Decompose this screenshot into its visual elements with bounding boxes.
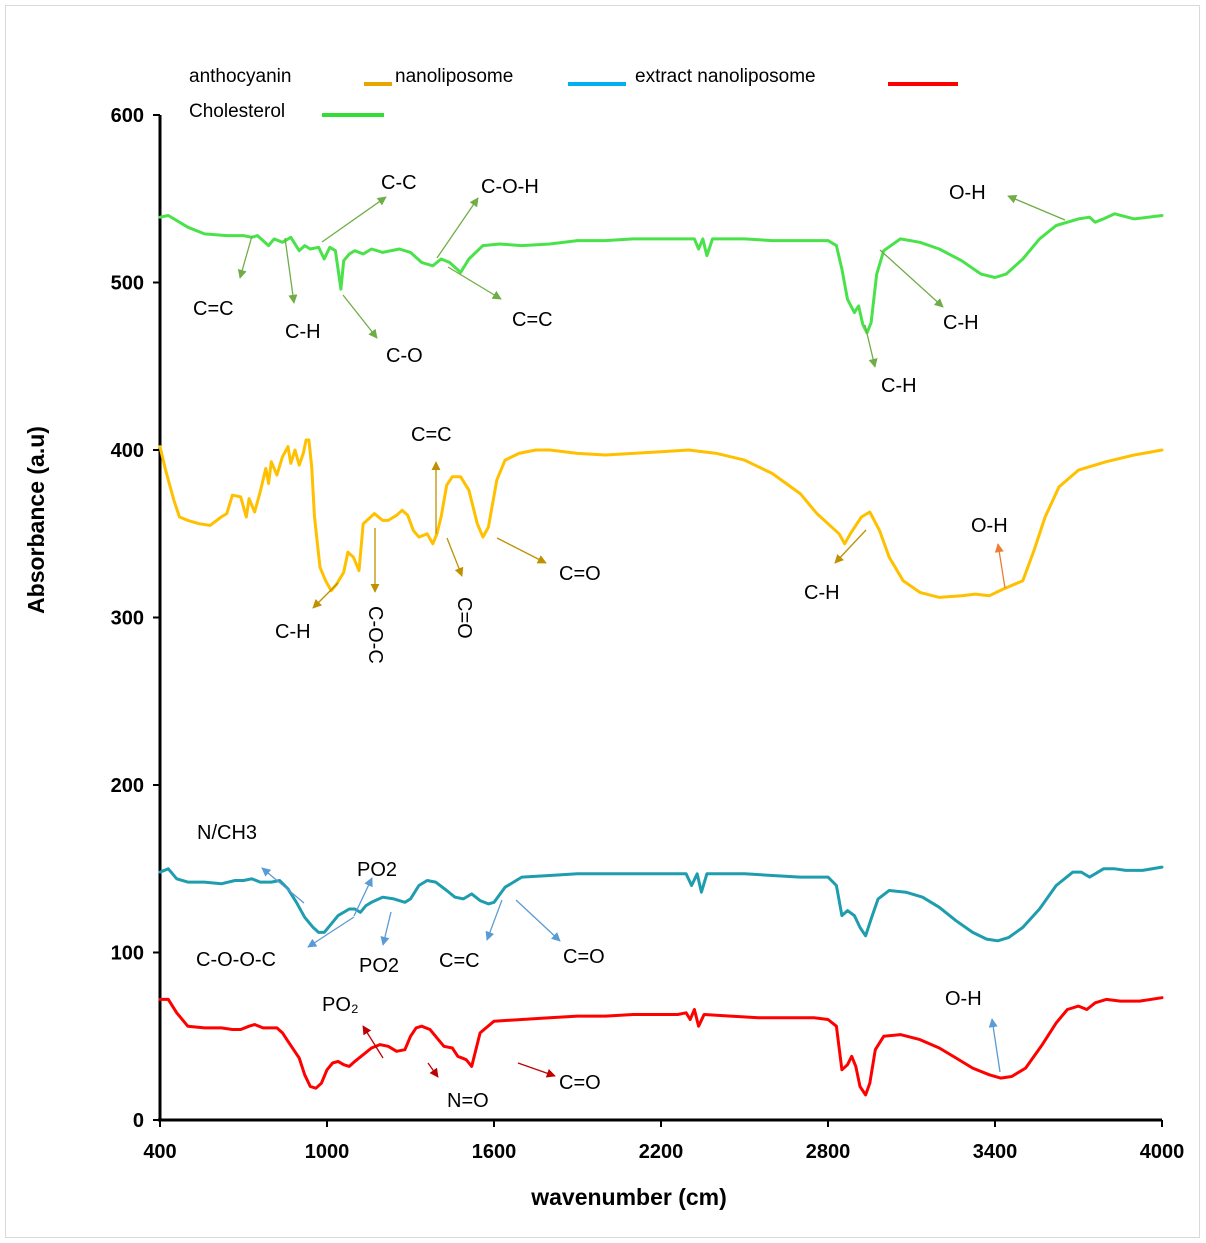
y-tick-label: 200 (111, 775, 144, 797)
label-c-o-o-c: C-O-O-C (196, 949, 276, 971)
label-c-o-chol: C-O (386, 345, 423, 367)
arrow-c=o-nano (515, 899, 561, 942)
annotation-arrows (237, 194, 1066, 1078)
label-n-ch3: N/CH3 (197, 822, 257, 844)
y-axis-title: Absorbance (a.u) (23, 426, 49, 614)
label-c-o-c-anth: C-O-C (364, 606, 386, 664)
label-c=o-anth-1: C=O (559, 563, 601, 585)
arrow-o-h-extract (988, 1018, 1001, 1073)
legend-label-nanoliposome: nanoliposome (395, 66, 513, 87)
label-o-h-extract: O-H (945, 988, 982, 1010)
y-tick-label: 100 (111, 943, 144, 965)
x-tick-label: 2200 (639, 1141, 684, 1163)
x-tick-label: 3400 (973, 1141, 1018, 1163)
arrow-c-h-chol-1 (284, 237, 298, 304)
x-tick-label: 1600 (472, 1141, 517, 1163)
x-tick-label: 1000 (305, 1141, 350, 1163)
y-tick-label: 400 (111, 440, 144, 462)
label-c-o-h: C-O-H (481, 176, 539, 198)
arrow-c-h-chol-2 (879, 249, 944, 308)
arrow-c=o-anth-2 (446, 537, 464, 577)
arrow-n-ch3 (261, 867, 305, 904)
series-line-cholesterol (158, 212, 1164, 335)
arrow-o-h-chol (1007, 194, 1066, 221)
arrow-c-o-h (436, 197, 479, 259)
label-po2-down: PO2 (359, 955, 399, 977)
label-o-h-anth: O-H (971, 515, 1008, 537)
y-tick-label: 0 (133, 1110, 144, 1132)
y-tick-label: 600 (111, 105, 144, 127)
arrow-o-h-anth (994, 543, 1006, 589)
label-po2-up: PO2 (357, 859, 397, 881)
label-c-h-chol-3: C-H (881, 375, 917, 397)
label-n=o-extract: N=O (447, 1090, 489, 1112)
arrow-c=o-anth-1 (496, 537, 547, 564)
x-tick-label: 2800 (806, 1141, 851, 1163)
label-c=o-nano: C=O (563, 946, 605, 968)
arrow-c-o-chol (342, 294, 378, 339)
arrow-po2-down (380, 911, 392, 946)
arrow-c=c-chol-1 (237, 235, 253, 279)
label-po2-extract: PO₂ (322, 994, 359, 1016)
chart-frame (5, 5, 1200, 1238)
label-c-h-anth-2: C-H (804, 582, 840, 604)
arrow-c-c (321, 196, 387, 243)
arrow-c-h-anth-2 (834, 529, 867, 564)
series-line-extract-nanoliposome (158, 996, 1164, 1097)
x-axis-title: wavenumber (cm) (530, 1184, 727, 1210)
arrow-c=o-extract (517, 1062, 556, 1078)
arrow-po2-up (353, 877, 373, 917)
arrow-po2-extract (362, 1025, 384, 1059)
label-c=o-anth-2: C=O (453, 597, 475, 639)
label-c=c-chol-1: C=C (193, 298, 234, 320)
label-c-h-anth-1: C-H (275, 621, 311, 643)
arrow-c=c-chol-2 (447, 266, 502, 300)
legend: anthocyanin nanoliposome extract nanolip… (189, 66, 958, 122)
arrow-c=c-nano (485, 899, 503, 941)
legend-label-anthocyanin: anthocyanin (189, 66, 291, 87)
arrow-n=o-extract (427, 1062, 439, 1078)
series-line-anthocyanin (158, 438, 1164, 599)
arrow-c-h-anth-1 (312, 582, 339, 609)
y-tick-label: 500 (111, 273, 144, 295)
label-c=c-nano: C=C (439, 950, 480, 972)
label-c=o-extract: C=O (559, 1072, 601, 1094)
legend-label-cholesterol: Cholesterol (189, 101, 285, 122)
label-c=c-chol-2: C=C (512, 309, 553, 331)
legend-label-extract-nanoliposome: extract nanoliposome (635, 66, 816, 87)
label-o-h-chol: O-H (949, 182, 986, 204)
arrow-c-h-chol-3 (864, 324, 878, 368)
series-line-nanoliposome (158, 865, 1164, 943)
label-c-h-chol-2: C-H (943, 312, 979, 334)
y-tick-label: 300 (111, 608, 144, 630)
arrow-c-o-o-c (307, 916, 355, 948)
annotation-labels: C-C C-O-H O-H C=C C-H C-O C=C C-H C-H C=… (193, 172, 1008, 1112)
x-tick-label: 400 (143, 1141, 176, 1163)
label-c-h-chol-1: C-H (285, 321, 321, 343)
label-c-c: C-C (381, 172, 417, 194)
label-c=c-anth: C=C (411, 424, 452, 446)
x-tick-label: 4000 (1140, 1141, 1185, 1163)
